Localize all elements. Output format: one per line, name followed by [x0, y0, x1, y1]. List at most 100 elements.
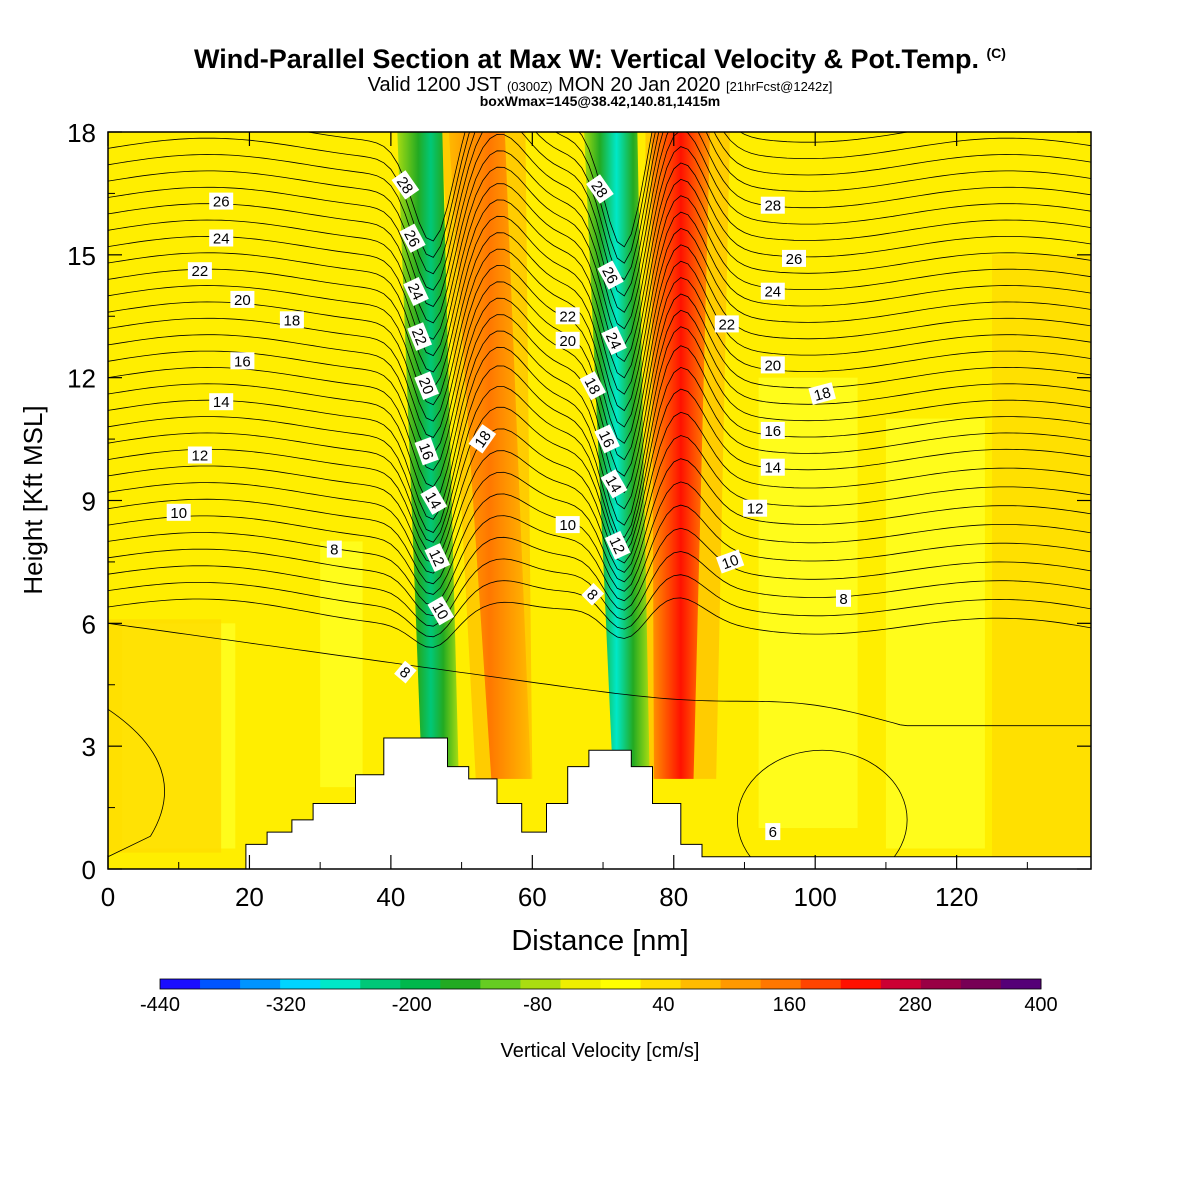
- contour-label: 22: [187, 262, 212, 280]
- theta-contour: [737, 749, 908, 869]
- contour-label: 20: [414, 371, 440, 401]
- colorbar-swatch: [840, 979, 882, 989]
- colorbar-swatch: [160, 979, 201, 989]
- contour-label-bg: [579, 371, 606, 401]
- contour-label-text: 16: [234, 353, 251, 370]
- contour-label-text: 22: [559, 308, 576, 325]
- contour-label-text: 10: [170, 505, 187, 522]
- contour-label: 22: [407, 322, 433, 351]
- updraft-band: [448, 132, 531, 779]
- contour-label-text: 16: [415, 441, 437, 462]
- contour-label-text: 10: [428, 600, 451, 623]
- colorbar-swatch: [280, 979, 321, 989]
- title-main: Wind-Parallel Section at Max W: Vertical…: [194, 44, 979, 74]
- contour-label: 14: [209, 393, 234, 411]
- y-tick-label: 3: [82, 732, 96, 762]
- theta-contour: [108, 326, 1091, 526]
- contour-label: 6: [765, 823, 781, 841]
- contour-label-bg: [427, 596, 455, 626]
- contour-label-bg: [399, 223, 426, 253]
- contour-label-bg: [594, 424, 620, 454]
- contour-label-bg: [555, 331, 580, 349]
- contour-label-text: 18: [471, 428, 494, 451]
- contour-label-bg: [765, 823, 781, 841]
- contour-label-text: 20: [415, 375, 437, 397]
- colorbar-swatch: [640, 979, 682, 989]
- theta-contour: [108, 458, 1091, 585]
- contour-label-text: 16: [595, 428, 617, 450]
- potential-temperature-contours: [108, 132, 1091, 869]
- contour-labels: 2624222018161412108282624222016141210818…: [166, 170, 851, 841]
- contour-label: 20: [555, 331, 580, 350]
- contour-label: 10: [715, 549, 745, 574]
- contour-label-text: 12: [192, 448, 209, 465]
- contour-label: 14: [760, 458, 785, 477]
- contour-label-bg: [600, 469, 628, 499]
- chart-title: Wind-Parallel Section at Max W: Vertical…: [0, 44, 1200, 75]
- contour-label-bg: [391, 170, 420, 200]
- colorbar-swatch: [600, 979, 642, 989]
- x-tick-label: 120: [935, 882, 978, 912]
- theta-contour: [108, 708, 165, 858]
- contour-label-text: 14: [421, 489, 444, 512]
- colorbar-swatch: [400, 979, 441, 989]
- contour-label: 12: [187, 446, 212, 465]
- contour-label-text: 24: [602, 330, 624, 352]
- contour-label-bg: [424, 543, 451, 573]
- theta-contour: [108, 211, 1091, 412]
- theta-contour: [108, 195, 1091, 395]
- contour-label: 10: [555, 516, 580, 534]
- contour-label-text: 10: [720, 552, 741, 574]
- contour-label: 10: [166, 503, 191, 522]
- axes: 0 20 40 60 80 100 120 0 3 6 9 12 15 18: [67, 118, 1091, 912]
- contour-label: 14: [420, 485, 448, 515]
- contour-label-bg: [420, 485, 448, 515]
- contour-label-bg: [209, 393, 234, 411]
- contour-label: 8: [326, 540, 342, 559]
- colorbar-tick-label: -440: [140, 994, 180, 1016]
- colorbar-swatch: [1000, 979, 1042, 989]
- contour-label-bg: [715, 549, 745, 574]
- contour-label-bg: [760, 282, 785, 300]
- weak-sink-patch: [108, 619, 222, 853]
- contour-label-text: 8: [330, 542, 338, 559]
- contour-label: 12: [424, 543, 451, 573]
- box-info: boxWmax=145@38.42,140.81,1415m: [479, 93, 721, 109]
- colorbar-swatch: [880, 979, 922, 989]
- theta-contour: [108, 293, 1091, 494]
- x-axis-label: Distance [nm]: [511, 925, 688, 957]
- colorbar-swatch: [240, 979, 281, 989]
- colorbar-swatch: [960, 979, 1002, 989]
- contour-label-bg: [209, 229, 234, 247]
- colorbar: -440 -320 -200 -80 40 160 280 400: [140, 978, 1058, 1016]
- contour-label-bg: [555, 516, 580, 534]
- colorbar-tick-label: -320: [266, 994, 306, 1016]
- colorbar-swatch: [680, 979, 722, 989]
- y-tick-label: 18: [67, 118, 96, 148]
- forecast-info: [21hrFcst@1242z]: [725, 79, 833, 94]
- contour-label-text: 24: [764, 284, 781, 301]
- contour-label-bg: [230, 352, 255, 370]
- contour-label-bg: [166, 503, 191, 521]
- weak-sink-patch: [991, 254, 1091, 857]
- contour-label: 20: [760, 356, 785, 374]
- contour-label: 18: [808, 382, 836, 405]
- contour-label: 16: [230, 352, 255, 370]
- contour-label-bg: [760, 356, 785, 374]
- contour-label-text: 26: [598, 264, 621, 287]
- contour-label: 8: [836, 589, 851, 608]
- contour-label-bg: [468, 424, 497, 454]
- y-tick-label: 6: [82, 609, 96, 639]
- colorbar-tick-label: 280: [898, 994, 931, 1016]
- contour-label-text: 24: [404, 281, 426, 303]
- theta-contour: [108, 622, 1091, 727]
- contour-label-text: 6: [769, 824, 777, 841]
- theta-contour: [108, 435, 1091, 574]
- weak-lift-patch: [885, 418, 985, 849]
- contour-label-bg: [760, 421, 785, 439]
- x-tick-label: 20: [235, 882, 264, 912]
- contour-label-bg: [403, 277, 429, 306]
- y-tick-label: 15: [67, 241, 96, 271]
- contour-label-text: 16: [764, 423, 781, 440]
- contour-label: 14: [600, 469, 628, 499]
